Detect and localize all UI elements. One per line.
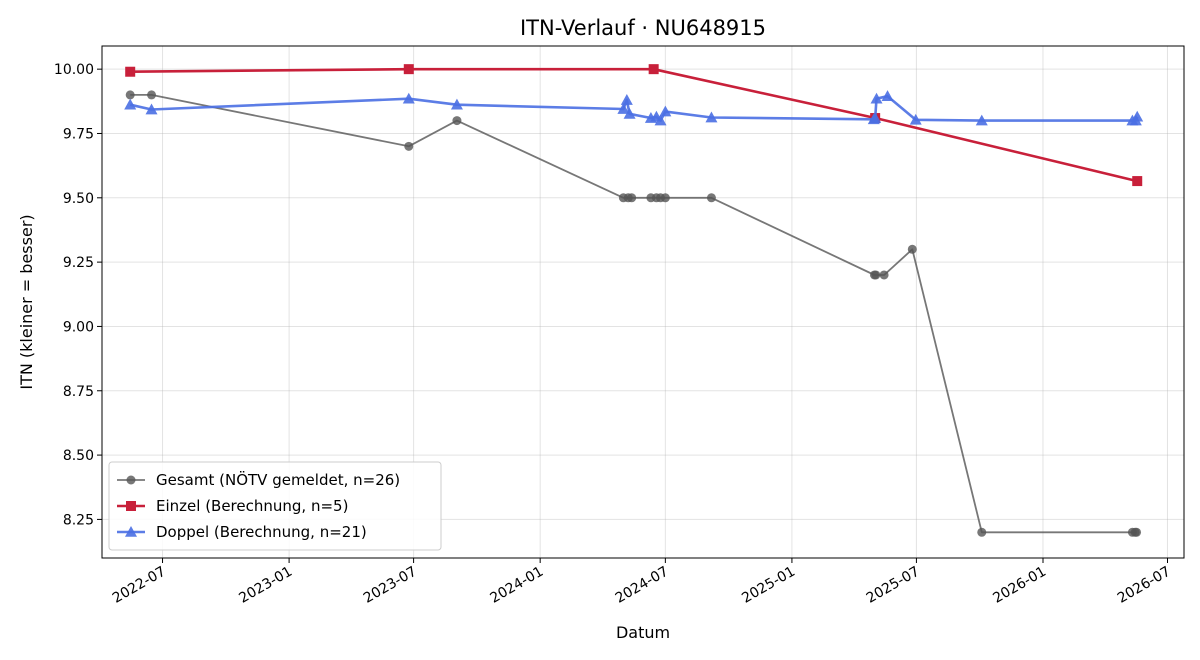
y-tick-label: 10.00 <box>54 62 94 78</box>
series-gesamt-point <box>977 527 987 537</box>
series-gesamt-point <box>871 270 881 280</box>
series-doppel-point <box>623 107 636 119</box>
y-tick-label: 9.75 <box>63 126 94 142</box>
plot-frame <box>101 45 1185 559</box>
series-layer <box>124 64 1144 537</box>
series-einzel-point <box>125 66 136 77</box>
series-doppel-point <box>705 111 718 123</box>
series-doppel-point <box>617 103 630 114</box>
series-gesamt-point <box>706 193 716 203</box>
series-gesamt-point <box>907 244 917 254</box>
x-axis-title: Datum <box>616 623 670 642</box>
legend-box <box>108 461 442 551</box>
series-doppel-point <box>450 98 463 110</box>
legend: Gesamt (NÖTV gemeldet, n=26) Einzel (Bere… <box>108 461 442 551</box>
series-gesamt-point <box>627 193 637 203</box>
y-tick-label: 8.25 <box>63 512 94 528</box>
legend-doppel-marker <box>125 526 137 537</box>
series-doppel-point <box>975 114 988 126</box>
series-doppel-point <box>654 114 667 126</box>
series-gesamt-point <box>452 116 462 126</box>
legend-gesamt-marker <box>126 475 136 485</box>
series-gesamt-point <box>147 90 157 100</box>
series-doppel-point <box>124 98 137 110</box>
series-doppel-point <box>909 113 922 125</box>
y-tick-label: 9.00 <box>63 319 94 335</box>
series-gesamt-point <box>1132 527 1142 537</box>
chart-title: ITN-Verlauf · NU648915 <box>520 16 766 40</box>
y-axis-title: ITN (kleiner = besser) <box>17 214 36 389</box>
series-doppel-point <box>145 103 158 115</box>
series-gesamt-point <box>404 141 414 151</box>
series-gesamt <box>125 90 1142 537</box>
y-tick-label: 8.50 <box>63 448 94 464</box>
series-einzel-point <box>648 64 659 75</box>
series-doppel-point <box>659 105 672 117</box>
y-tick-label: 9.25 <box>63 255 94 271</box>
series-gesamt-point <box>660 193 670 203</box>
series-doppel-point <box>870 92 883 104</box>
series-doppel-point <box>869 112 882 123</box>
legend-gesamt-label: Gesamt (NÖTV gemeldet, n=26) <box>156 470 400 489</box>
legend-einzel-label: Einzel (Berechnung, n=5) <box>156 497 348 515</box>
series-gesamt-point <box>879 270 889 280</box>
series-gesamt-point <box>125 90 135 100</box>
legend-einzel-marker <box>126 501 136 511</box>
series-doppel-point <box>881 90 894 101</box>
series-einzel-point <box>403 64 414 75</box>
series-doppel-point <box>402 92 415 104</box>
series-doppel-point <box>620 94 633 105</box>
y-tick-label: 9.50 <box>63 191 94 207</box>
series-doppel-point <box>1131 110 1144 122</box>
series-einzel-point <box>1132 176 1143 187</box>
legend-doppel-label: Doppel (Berechnung, n=21) <box>156 523 367 541</box>
y-tick-label: 8.75 <box>63 384 94 400</box>
series-doppel <box>124 90 1144 126</box>
